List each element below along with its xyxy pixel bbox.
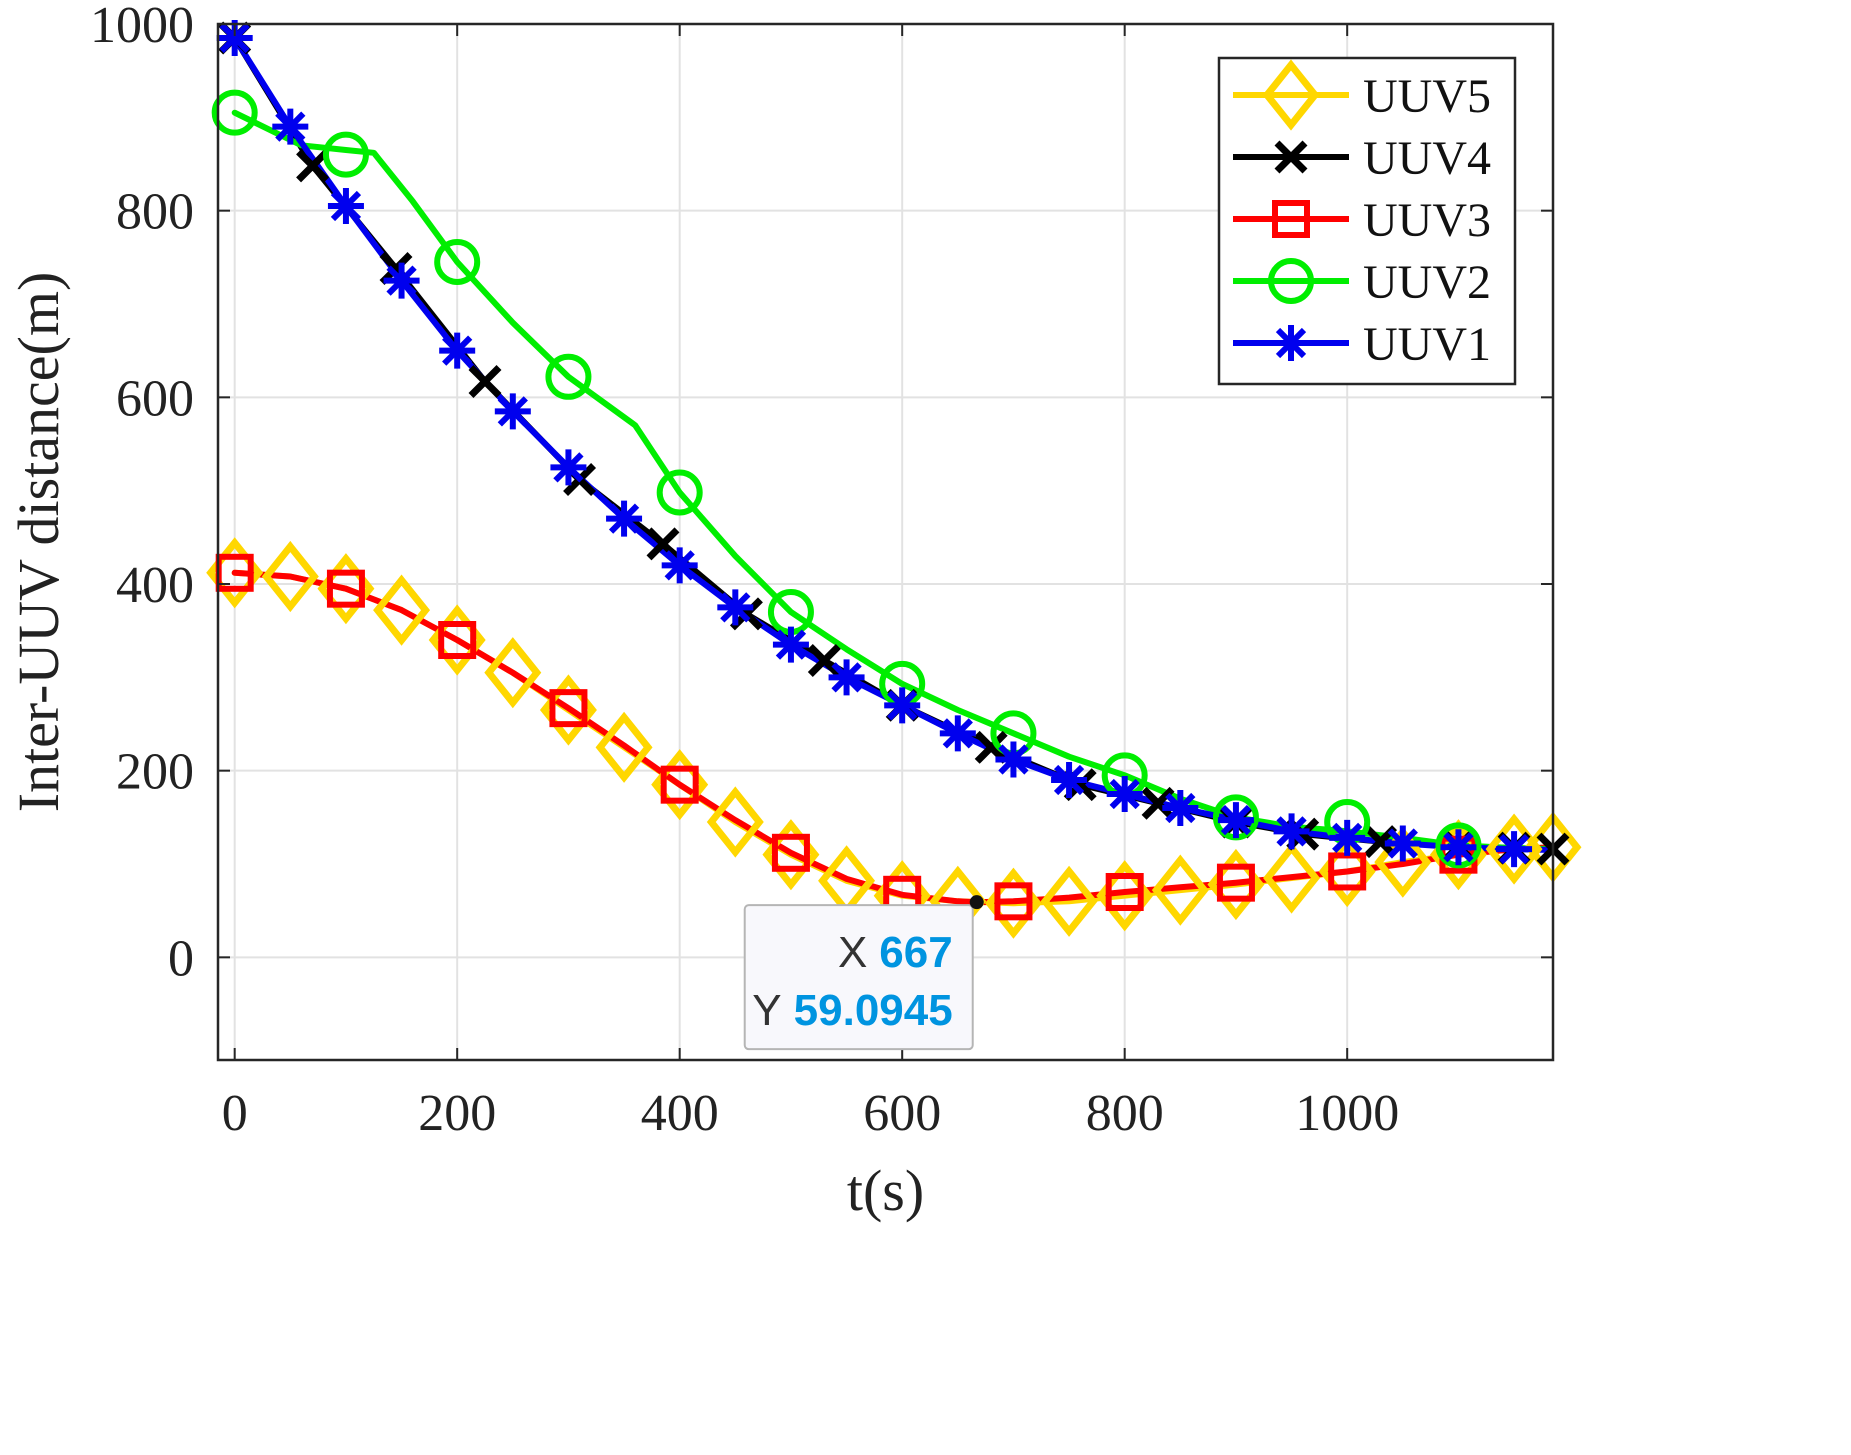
data-point-uuv2 (656, 469, 703, 516)
data-point-uuv1 (939, 715, 976, 752)
legend-label: UUV3 (1363, 194, 1491, 247)
data-point-uuv1 (1384, 825, 1421, 862)
data-point-uuv4 (807, 644, 841, 678)
data-point-uuv1 (439, 332, 476, 369)
data-point-uuv3 (1216, 863, 1255, 902)
x-tick-label: 1000 (1295, 1085, 1399, 1142)
data-tip-y-key: Y (752, 986, 781, 1035)
plot-frame (216, 22, 1555, 1062)
data-point-uuv1 (995, 741, 1032, 778)
axis-ticks (218, 23, 1553, 1060)
data-point-uuv5 (1485, 813, 1543, 885)
x-tick-label: 0 (222, 1085, 248, 1142)
data-point-uuv1 (661, 547, 698, 584)
y-tick-label: 400 (116, 557, 194, 614)
data-point-uuv5 (1040, 865, 1098, 937)
data-point-uuv1 (327, 188, 364, 224)
x-tick-label: 200 (418, 1085, 496, 1142)
y-tick-label: 1000 (90, 0, 194, 54)
data-point-uuv3 (549, 689, 588, 728)
legend-item-uuv3: UUV3 (1233, 194, 1491, 247)
data-point-uuv1 (717, 589, 754, 626)
data-point-uuv4 (646, 527, 680, 561)
data-point-uuv1 (772, 626, 809, 663)
legend-item-uuv1: UUV1 (1233, 318, 1491, 371)
legend: UUV5 UUV4 UUV3 UUV2 UUV1 (1217, 56, 1517, 386)
data-tip[interactable]: X 667 Y 59.0945 (743, 895, 984, 1051)
data-point-uuv2 (545, 353, 592, 400)
data-point-uuv1 (550, 449, 587, 486)
data-point-uuv1 (272, 108, 309, 145)
data-point-uuv3 (994, 882, 1033, 921)
legend-marker (1272, 200, 1310, 238)
x-tick-label: 800 (1086, 1085, 1164, 1142)
data-point-uuv5 (373, 574, 431, 646)
data-point-uuv2 (1435, 822, 1482, 869)
y-tick-label: 200 (116, 744, 194, 801)
series-line-uuv3 (231, 569, 1556, 906)
data-point-uuv1 (1106, 776, 1143, 812)
data-point-uuv1 (383, 262, 420, 299)
data-point-uuv4 (468, 364, 502, 398)
y-tick-label: 800 (116, 184, 194, 241)
data-tip-point[interactable] (969, 895, 984, 910)
legend-marker (1273, 325, 1309, 361)
tick-labels: 0 200 400 600 800 1000 0 200 400 600 800 1000 (90, 0, 1399, 1142)
data-tip-x-value: 667 (879, 928, 952, 977)
legend-marker (1268, 258, 1314, 304)
data-point-uuv1 (884, 687, 921, 724)
data-point-uuv1 (494, 393, 531, 430)
data-point-uuv3 (660, 765, 699, 804)
legend-label: UUV4 (1363, 132, 1491, 185)
x-axis-title: t(s) (847, 1158, 924, 1223)
y-axis-title: Inter-UUV distance(m) (6, 272, 71, 813)
data-point-uuv3 (326, 569, 365, 608)
data-point-uuv1 (1496, 831, 1533, 868)
data-point-uuv3 (771, 833, 810, 872)
data-point-uuv1 (606, 500, 643, 537)
data-point-uuv5 (1263, 842, 1321, 914)
data-point-uuv2 (211, 89, 258, 136)
data-point-uuv3 (438, 621, 477, 659)
series-markers (206, 20, 1582, 939)
legend-label: UUV2 (1363, 256, 1491, 309)
y-tick-label: 0 (168, 930, 194, 987)
data-point-uuv1 (1440, 829, 1477, 866)
data-point-uuv4 (1141, 786, 1175, 820)
legend-item-uuv4: UUV4 (1233, 132, 1491, 185)
data-point-uuv2 (434, 239, 481, 285)
legend-item-uuv5: UUV5 (1233, 59, 1491, 131)
data-point-uuv5 (706, 786, 764, 858)
legend-marker (1274, 140, 1308, 174)
data-point-uuv4 (296, 149, 330, 183)
data-point-uuv1 (1273, 813, 1310, 850)
data-point-uuv1 (1051, 762, 1088, 798)
data-tip-y-value: 59.0945 (794, 986, 953, 1035)
y-tick-label: 600 (116, 370, 194, 427)
data-point-uuv3 (1105, 873, 1144, 911)
data-point-uuv5 (595, 711, 653, 783)
data-point-uuv1 (1162, 790, 1199, 826)
data-point-uuv5 (1151, 854, 1209, 926)
data-point-uuv2 (322, 131, 369, 178)
data-point-uuv5 (484, 637, 542, 709)
legend-label: UUV5 (1363, 70, 1491, 123)
data-point-uuv1 (1217, 802, 1254, 839)
data-tip-box (743, 904, 974, 1051)
legend-item-uuv2: UUV2 (1233, 256, 1491, 309)
x-tick-label: 400 (641, 1085, 719, 1142)
data-point-uuv1 (828, 659, 865, 696)
x-tick-label: 600 (863, 1085, 941, 1142)
data-point-uuv1 (1329, 819, 1366, 856)
legend-marker (1262, 59, 1320, 131)
data-tip-x-key: X (838, 928, 867, 977)
legend-label: UUV1 (1363, 318, 1491, 371)
data-point-uuv5 (261, 540, 319, 613)
